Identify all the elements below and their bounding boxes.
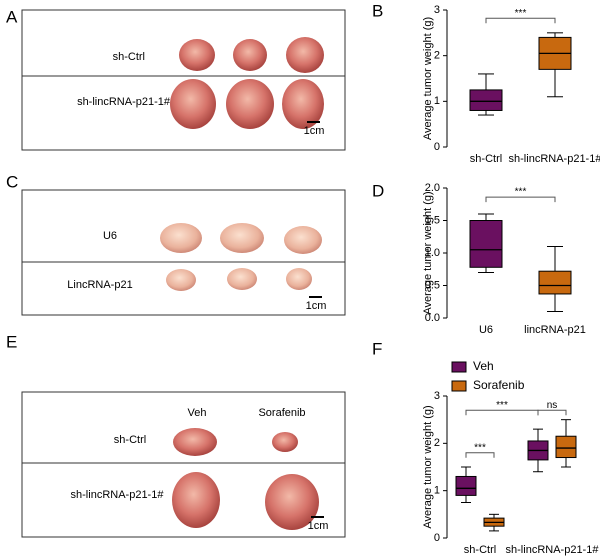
significance: *** — [474, 442, 486, 453]
y-tick-label: 1 — [434, 95, 440, 107]
y-tick-label: 2 — [434, 437, 440, 449]
tumor — [179, 39, 215, 71]
x-tick-label: sh-Ctrl — [464, 544, 496, 556]
row-label: sh-Ctrl — [114, 434, 146, 446]
x-tick-label: lincRNA-p21 — [524, 324, 586, 336]
bracket — [485, 17, 556, 24]
panel-label: E — [6, 332, 17, 351]
tumor — [226, 79, 274, 129]
box — [469, 220, 503, 268]
row-label: sh-Ctrl — [113, 51, 145, 63]
x-tick-label: U6 — [479, 324, 493, 336]
tumor — [220, 223, 264, 253]
significance: *** — [515, 187, 527, 198]
y-tick-label: 0.0 — [425, 312, 440, 324]
tumor — [160, 223, 202, 253]
legend-swatch — [451, 361, 467, 373]
tumor — [172, 472, 220, 528]
significance: *** — [515, 8, 527, 19]
y-axis-label: Average tumor weight (g) — [422, 405, 434, 528]
row-label: U6 — [103, 230, 117, 242]
bracket — [465, 452, 495, 458]
y-tick-label: 0 — [434, 141, 440, 153]
panel-label: B — [372, 1, 383, 20]
legend-swatch — [451, 380, 467, 392]
tumor — [265, 474, 319, 530]
y-tick-label: 1 — [434, 485, 440, 497]
x-tick-label: sh-Ctrl — [470, 153, 502, 165]
tumor — [272, 432, 298, 452]
box — [455, 475, 477, 496]
panel-label: D — [372, 181, 384, 200]
bracket — [465, 409, 539, 416]
box — [538, 270, 572, 295]
tumor — [286, 37, 324, 73]
row-label: sh-lincRNA-p21-1# — [71, 489, 165, 501]
box — [469, 89, 503, 111]
photo-frame — [21, 9, 346, 151]
bracket — [485, 196, 556, 203]
tumor — [233, 39, 267, 71]
y-tick-label: 0.5 — [425, 279, 440, 291]
box — [555, 435, 577, 459]
row-label: LincRNA-p21 — [67, 279, 132, 291]
tumor — [284, 226, 322, 254]
y-tick-label: 3 — [434, 4, 440, 16]
tumor — [166, 269, 196, 291]
legend-label: Veh — [473, 359, 494, 373]
x-tick-label: sh-lincRNA-p21-1# — [509, 153, 600, 165]
tumor — [286, 268, 312, 290]
y-tick-label: 2 — [434, 50, 440, 62]
x-tick-label: sh-lincRNA-p21-1# — [506, 544, 600, 556]
tumor — [227, 268, 257, 290]
scale-label: 1cm — [304, 125, 325, 137]
column-label: Sorafenib — [258, 407, 305, 419]
panel-label: A — [6, 7, 18, 26]
tumor — [173, 428, 217, 456]
y-axis-label: Average tumor weight (g) — [422, 191, 434, 314]
scale-label: 1cm — [308, 520, 329, 532]
column-label: Veh — [188, 407, 207, 419]
row-label: sh-lincRNA-p21-1# — [77, 96, 171, 108]
significance: ns — [547, 400, 558, 411]
y-tick-label: 1.5 — [425, 214, 440, 226]
y-tick-label: 2.0 — [425, 182, 440, 194]
scale-label: 1cm — [306, 300, 327, 312]
tumor — [170, 79, 216, 129]
panel-label: C — [6, 172, 18, 191]
y-tick-label: 0 — [434, 532, 440, 544]
y-tick-label: 1.0 — [425, 247, 440, 259]
bracket — [537, 409, 567, 416]
panel-label: F — [372, 339, 382, 358]
legend-label: Sorafenib — [473, 378, 525, 392]
y-axis-label: Average tumor weight (g) — [422, 17, 434, 140]
significance: *** — [496, 400, 508, 411]
y-tick-label: 3 — [434, 390, 440, 402]
tumor — [282, 79, 324, 129]
